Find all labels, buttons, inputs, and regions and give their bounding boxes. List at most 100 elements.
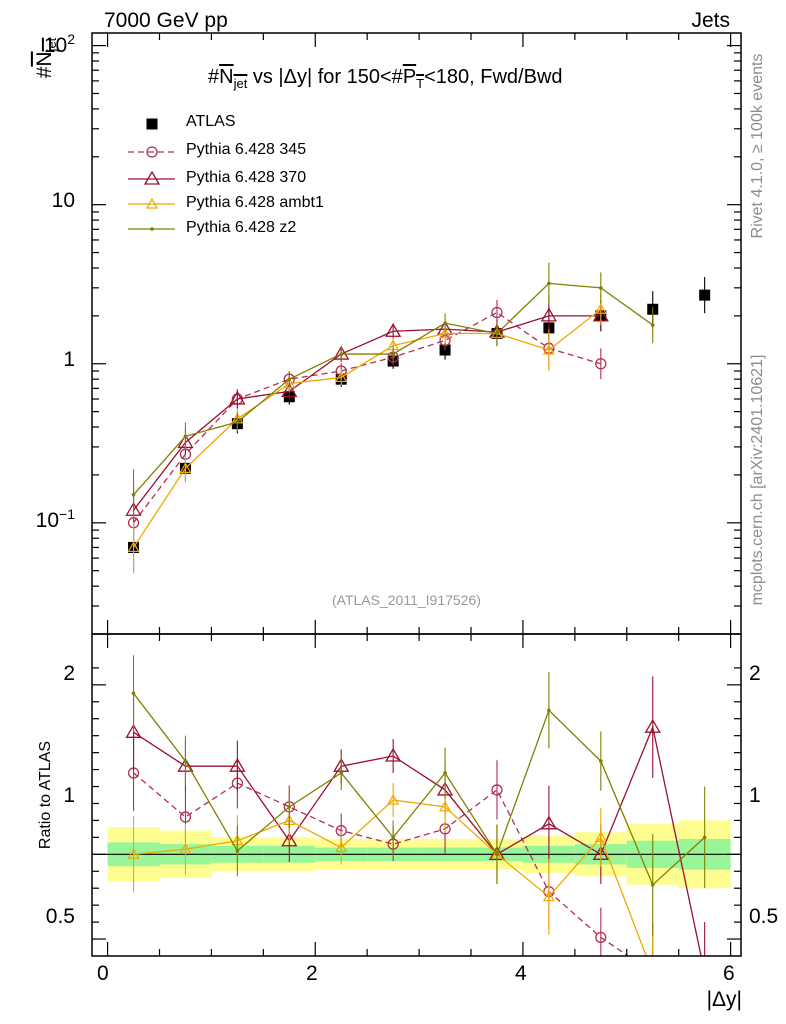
series-line xyxy=(133,282,654,496)
x-axis-label: |Δy| xyxy=(706,988,742,1011)
data-point xyxy=(542,343,555,355)
data-point xyxy=(385,322,402,337)
ratio-point xyxy=(387,793,400,805)
data-point xyxy=(495,331,499,336)
ratio-tick-label-2-right: 2 xyxy=(749,662,761,685)
ratio-tick-label-0.5: 0.5 xyxy=(45,905,75,928)
data-point xyxy=(229,390,246,405)
ratio-point xyxy=(125,724,142,738)
legend xyxy=(128,118,175,231)
legend-marker xyxy=(146,118,158,130)
legend-label-ambt1: Pythia 6.428 ambt1 xyxy=(186,194,324,211)
ratio-point xyxy=(339,771,344,775)
ratio-point xyxy=(229,757,246,772)
ratio-point xyxy=(542,890,555,902)
series-4-main xyxy=(131,262,655,521)
data-point xyxy=(599,286,603,290)
ratio-point xyxy=(648,968,658,977)
ratio-line xyxy=(133,725,702,956)
series-line xyxy=(133,311,602,524)
data-point xyxy=(131,493,136,497)
y-tick-label-1: 1 xyxy=(63,348,75,371)
ratio-point xyxy=(127,848,140,859)
ratio-point xyxy=(547,708,551,713)
ratio-line xyxy=(133,772,630,956)
ratio-point xyxy=(287,805,292,809)
data-point xyxy=(650,323,655,327)
x-tick-label-0: 0 xyxy=(97,962,109,985)
data-point xyxy=(540,307,558,322)
ratio-point xyxy=(179,811,192,823)
series-3-ratio xyxy=(127,781,658,977)
legend-label-atlas: ATLAS xyxy=(186,113,236,130)
mcplots-label: mcplots.cern.ch [arXiv:2401.10621] xyxy=(749,354,766,606)
data-point xyxy=(127,541,140,553)
series-1-ratio xyxy=(127,734,658,978)
ratio-point xyxy=(281,832,298,847)
axes-frame xyxy=(91,32,742,957)
legend-marker xyxy=(146,146,158,158)
ratio-point xyxy=(131,691,136,696)
legend-label-345: Pythia 6.428 345 xyxy=(186,141,307,158)
data-point xyxy=(443,321,447,325)
legend-marker xyxy=(145,197,159,209)
ratio-point xyxy=(599,759,603,763)
ratio-point xyxy=(648,968,658,978)
ratio-point xyxy=(702,835,707,840)
ratio-point xyxy=(335,841,348,853)
data-point xyxy=(283,377,296,389)
series-0-main xyxy=(128,276,711,574)
series-line xyxy=(133,315,601,511)
data-point xyxy=(339,352,344,356)
legend-marker xyxy=(150,227,154,231)
x-tick-label-2: 2 xyxy=(306,962,318,985)
data-point xyxy=(699,289,711,301)
ratio-point xyxy=(179,842,192,854)
ratio-point xyxy=(439,800,452,812)
rivet-version-label: Rivet 4.1.0, ≥ 100k events xyxy=(749,53,766,239)
data-point xyxy=(179,462,192,473)
y-axis-label-ratio: Ratio to ATLAS xyxy=(37,740,54,850)
data-point xyxy=(547,281,551,286)
ratio-tick-label-2: 2 xyxy=(63,662,75,685)
ratio-point xyxy=(491,784,503,796)
ratio-point xyxy=(595,931,607,944)
series-layer xyxy=(125,262,712,978)
process-label: Jets xyxy=(691,9,730,32)
ratio-point xyxy=(443,771,447,775)
ratio-point xyxy=(183,759,188,763)
series-4-ratio xyxy=(131,655,707,936)
data-point xyxy=(287,377,292,381)
y-tick-label-100: 102 xyxy=(43,31,75,57)
series-line xyxy=(132,308,602,548)
ratio-point xyxy=(385,747,402,762)
y-tick-label-10: 10 xyxy=(51,189,75,212)
data-point xyxy=(281,383,298,398)
ratio-point xyxy=(495,852,499,857)
analysis-label: (ATLAS_2011_I917526) xyxy=(332,592,481,608)
ratio-point xyxy=(698,966,712,978)
data-point xyxy=(335,371,348,383)
ratio-frame xyxy=(91,633,742,957)
legend-label-z2: Pythia 6.428 z2 xyxy=(186,219,297,236)
data-point xyxy=(391,352,395,356)
ratio-line xyxy=(133,692,706,886)
ratio-point xyxy=(235,849,240,853)
data-point xyxy=(595,358,607,370)
ratio-point xyxy=(644,718,661,733)
series-1-main xyxy=(127,299,607,549)
legend-marker xyxy=(143,170,161,185)
chart-title: #Njet vs |Δy| for 150<#PT<180, Fwd/Bwd xyxy=(208,66,563,91)
x-tick-label-6: 6 xyxy=(723,962,735,985)
data-point xyxy=(594,303,607,314)
axis-ticks xyxy=(92,33,741,956)
ratio-point xyxy=(594,831,607,842)
x-tick-label-4: 4 xyxy=(515,962,527,985)
energy-label: 7000 GeV pp xyxy=(104,9,228,32)
series-3-main xyxy=(127,293,607,574)
data-point xyxy=(183,434,188,439)
ratio-tick-label-1-right: 1 xyxy=(749,784,761,807)
data-point xyxy=(491,306,503,319)
series-2-main xyxy=(125,295,609,536)
